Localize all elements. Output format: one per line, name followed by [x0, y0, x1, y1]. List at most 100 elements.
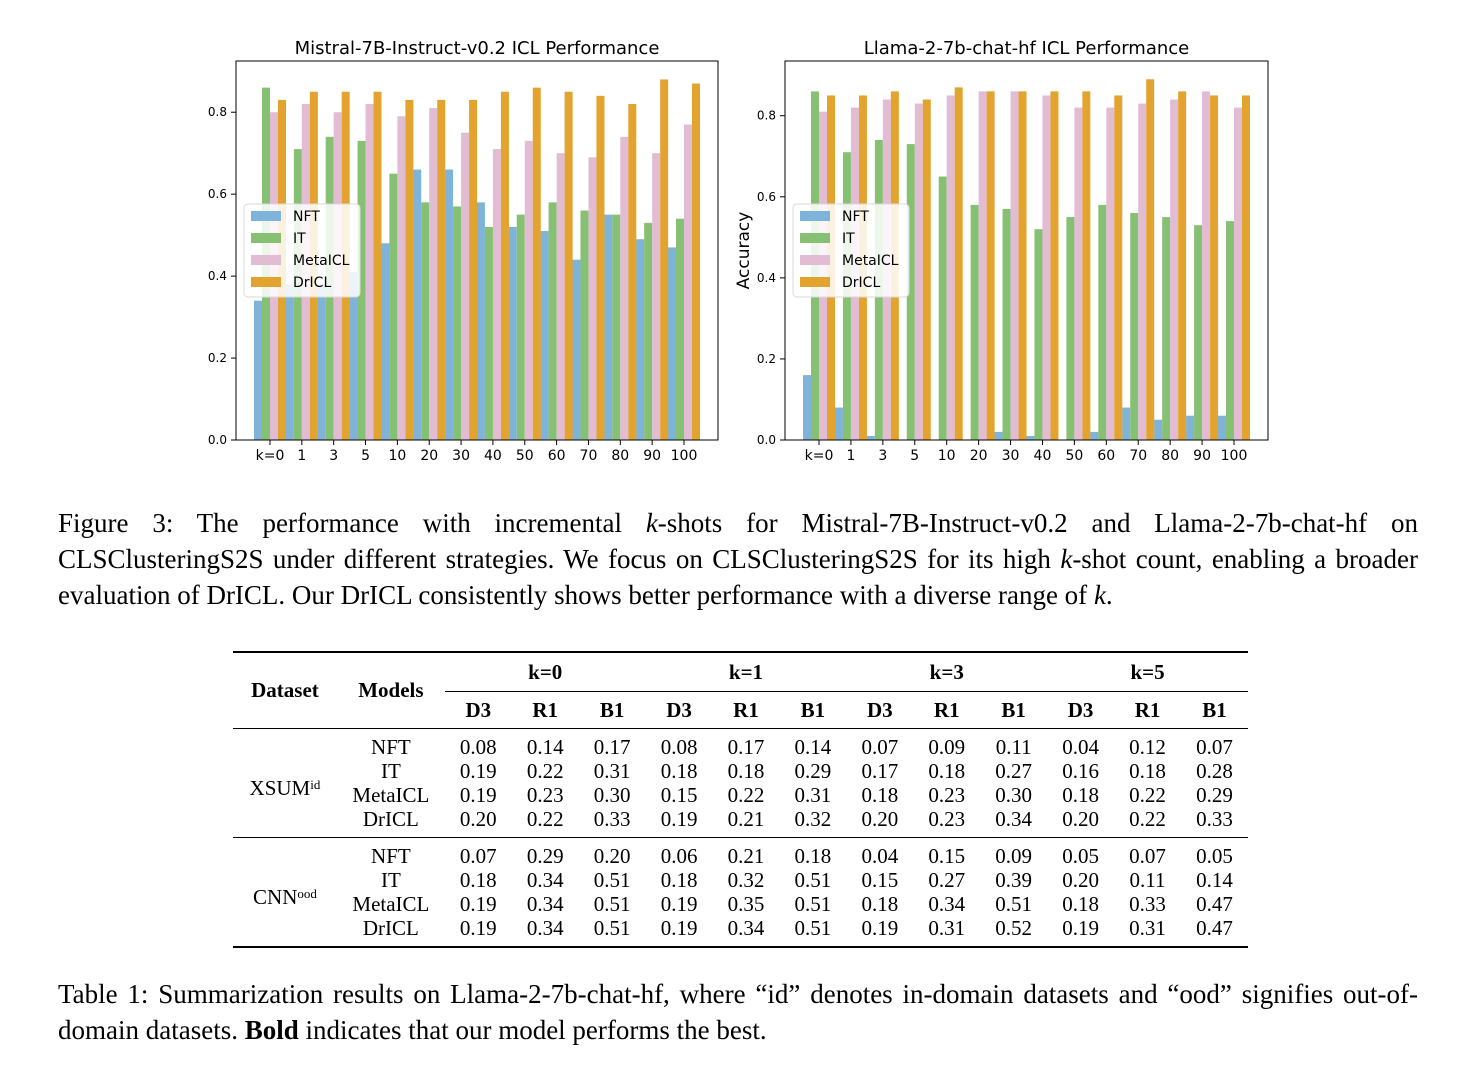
y-tick-label: 0.2	[208, 351, 227, 365]
bar	[986, 91, 995, 441]
legend-label: NFT	[842, 209, 869, 225]
legend-swatch	[251, 277, 281, 287]
header-metric: D3	[666, 697, 692, 722]
bar	[652, 153, 661, 440]
value-cell: 0.18	[1129, 759, 1166, 783]
value-cell: 0.31	[593, 759, 631, 783]
legend-swatch	[800, 211, 830, 221]
table-row: MetaICL 0.19 0.34 0.51 0.19 0.35 0.51 0.18 0.34 0…	[233, 892, 1248, 916]
x-tick-label: 30	[1002, 448, 1020, 464]
bar	[644, 222, 653, 440]
model-name: NFT	[336, 728, 445, 759]
value-cell: 0.19	[846, 916, 914, 948]
figure-caption-label: Figure 3:	[58, 508, 174, 538]
y-tick-label: 0.0	[208, 433, 227, 447]
value-cell: 0.47	[1196, 892, 1233, 916]
value-cell: 0.15	[861, 868, 899, 892]
bar	[914, 103, 923, 441]
value-cell: 0.23	[928, 807, 966, 831]
value-cell: 0.18	[1062, 783, 1099, 807]
bar	[365, 104, 374, 441]
y-axis-label: Accuracy	[734, 212, 754, 290]
header-models: Models	[336, 651, 445, 729]
value-cell: 0.04	[846, 837, 914, 868]
x-tick-label: 90	[643, 448, 661, 464]
value-cell: 0.51	[794, 868, 832, 892]
bar	[484, 226, 493, 440]
bar	[978, 91, 987, 441]
header-k-group: k=0	[444, 651, 646, 692]
bar	[373, 91, 382, 440]
value-cell: 0.18	[861, 892, 899, 916]
bar	[1018, 91, 1027, 441]
value-cell: 0.11	[980, 728, 1048, 759]
value-cell: 0.20	[459, 807, 497, 831]
bar	[317, 284, 326, 440]
bar	[532, 87, 541, 440]
table-caption-bold-word: Bold	[244, 1015, 299, 1045]
value-cell: 0.51	[578, 916, 646, 948]
value-cell: 0.19	[459, 783, 497, 807]
bar	[1130, 213, 1139, 440]
value-cell: 0.20	[1062, 868, 1099, 892]
legend-label: NFT	[293, 209, 320, 225]
bar	[1202, 91, 1211, 441]
bar	[588, 157, 597, 440]
value-cell: 0.27	[928, 868, 966, 892]
value-cell: 0.08	[645, 728, 713, 759]
value-cell: 0.17	[861, 759, 899, 783]
value-cell: 0.09	[913, 728, 981, 759]
value-cell: 0.52	[980, 916, 1048, 948]
bar	[1186, 415, 1195, 440]
bar	[469, 99, 478, 441]
bar	[636, 239, 645, 440]
bar	[389, 173, 398, 441]
value-cell: 0.19	[459, 892, 497, 916]
bar	[476, 202, 485, 440]
value-cell: 0.04	[1047, 728, 1115, 759]
x-tick-label: 1	[846, 448, 855, 464]
header-metric: B1	[599, 697, 625, 722]
legend-label: DrICL	[293, 275, 331, 291]
legend: NFT IT MetaICL DrICL	[792, 203, 910, 298]
bar	[1082, 91, 1091, 441]
header-dataset: Dataset	[233, 651, 337, 729]
value-cell: 0.31	[794, 783, 832, 807]
x-tick-label: 90	[1193, 448, 1211, 464]
legend-swatch	[251, 211, 281, 221]
bar	[1034, 229, 1043, 440]
bar	[1090, 431, 1099, 440]
bar	[1146, 79, 1155, 441]
header-metric: R1	[733, 697, 759, 722]
value-cell: 0.18	[928, 759, 966, 783]
figure-caption-text-4: .	[1105, 580, 1113, 610]
legend-label: IT	[842, 231, 855, 247]
figure-3-charts: 0.0 0.2 0.4 0.6 0.8 k=0 1 3 5 10 20 30 40 50 60 70 80 90 1…	[208, 38, 1269, 464]
value-cell: 0.23	[928, 783, 966, 807]
x-tick-label: 70	[580, 448, 598, 464]
x-tick-label: 80	[1161, 448, 1179, 464]
bar	[285, 284, 294, 440]
bar	[1114, 95, 1123, 441]
bar	[1178, 91, 1187, 441]
value-cell: 0.14	[1196, 868, 1233, 892]
bar	[994, 431, 1003, 440]
bar	[1210, 95, 1219, 441]
y-tick-label: 0.4	[208, 269, 227, 283]
header-metric: R1	[933, 697, 960, 722]
value-cell: 0.51	[995, 892, 1033, 916]
legend-swatch	[800, 255, 830, 265]
legend-box	[243, 203, 361, 298]
x-tick-label: 3	[878, 448, 887, 464]
bar	[684, 124, 692, 440]
bar	[676, 218, 684, 440]
value-cell: 0.15	[660, 783, 698, 807]
bar	[524, 140, 533, 441]
x-tick-label: 10	[938, 448, 956, 464]
bar	[421, 202, 430, 440]
value-cell: 0.19	[660, 892, 698, 916]
value-cell: 0.11	[1129, 868, 1166, 892]
value-cell: 0.28	[1196, 759, 1233, 783]
header-k-group: k=5	[1047, 651, 1248, 692]
value-cell: 0.22	[1129, 807, 1166, 831]
